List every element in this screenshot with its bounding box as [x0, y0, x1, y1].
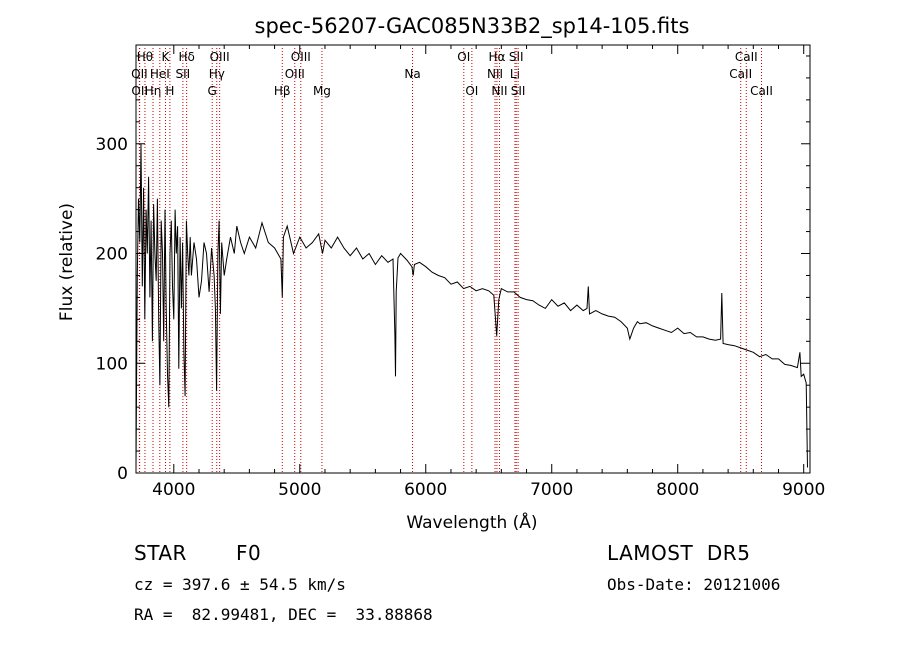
object-class: STAR: [134, 541, 187, 565]
spectrum-line: [135, 143, 808, 468]
line-marker-label: Hγ: [209, 67, 225, 81]
y-tick-label: 0: [117, 464, 128, 484]
axis-ticks: 4000 5000 6000 7000 8000 9000 0 100 200 300: [96, 45, 825, 500]
line-marker-label: OI: [457, 50, 470, 64]
line-marker-label: HeI: [150, 67, 170, 81]
line-marker-label: CaII: [735, 50, 758, 64]
y-axis-label: Flux (relative): [57, 203, 77, 321]
plot-frame: [135, 44, 811, 474]
line-marker-label: Na: [404, 67, 420, 81]
line-markers: OIIOIIHθHηHeIKHSIIHδGHγOIIIHβOIIIOIIIMgN…: [131, 48, 773, 473]
line-marker-label: Hβ: [274, 84, 291, 98]
line-marker-label: K: [162, 50, 171, 64]
x-axis-label: Wavelength (Å): [406, 511, 537, 533]
line-marker-label: OII: [131, 84, 148, 98]
line-marker-label: Hη: [145, 84, 162, 98]
coordinates: RA = 82.99481, DEC = 33.88868: [134, 605, 433, 624]
redshift-cz: cz = 397.6 ± 54.5 km/s: [134, 575, 346, 594]
line-marker-label: H: [165, 84, 174, 98]
y-tick-label: 100: [96, 354, 128, 374]
line-marker-label: OIII: [210, 50, 230, 64]
chart-title: spec-56207-GAC085N33B2_sp14-105.fits: [255, 14, 690, 39]
line-marker-label: OII: [131, 67, 148, 81]
line-marker-label: Hθ: [137, 50, 153, 64]
obs-date: Obs-Date: 20121006: [607, 575, 781, 594]
line-marker-label: CaII: [750, 84, 773, 98]
x-tick-label: 6000: [404, 480, 447, 500]
x-tick-label: 4000: [152, 480, 195, 500]
survey-name: LAMOST DR5: [607, 541, 751, 565]
line-marker-label: OIII: [285, 67, 305, 81]
line-marker-label: NII: [491, 84, 507, 98]
x-tick-label: 5000: [278, 480, 321, 500]
line-marker-label: SII: [511, 84, 526, 98]
line-marker-label: Hα: [488, 50, 505, 64]
x-tick-label: 9000: [782, 480, 825, 500]
object-subclass: F0: [236, 541, 262, 565]
line-marker-label: Mg: [313, 84, 331, 98]
line-marker-label: G: [208, 84, 217, 98]
line-marker-label: OIII: [291, 50, 311, 64]
line-marker-label: CaII: [729, 67, 752, 81]
line-marker-label: Hδ: [178, 50, 194, 64]
line-marker-label: SII: [509, 50, 524, 64]
x-tick-label: 8000: [656, 480, 699, 500]
y-tick-label: 200: [96, 245, 128, 265]
y-tick-label: 300: [96, 135, 128, 155]
line-marker-label: SII: [176, 67, 191, 81]
line-marker-label: Li: [510, 67, 520, 81]
line-marker-label: OI: [465, 84, 478, 98]
line-marker-label: NII: [487, 67, 503, 81]
x-tick-label: 7000: [530, 480, 573, 500]
